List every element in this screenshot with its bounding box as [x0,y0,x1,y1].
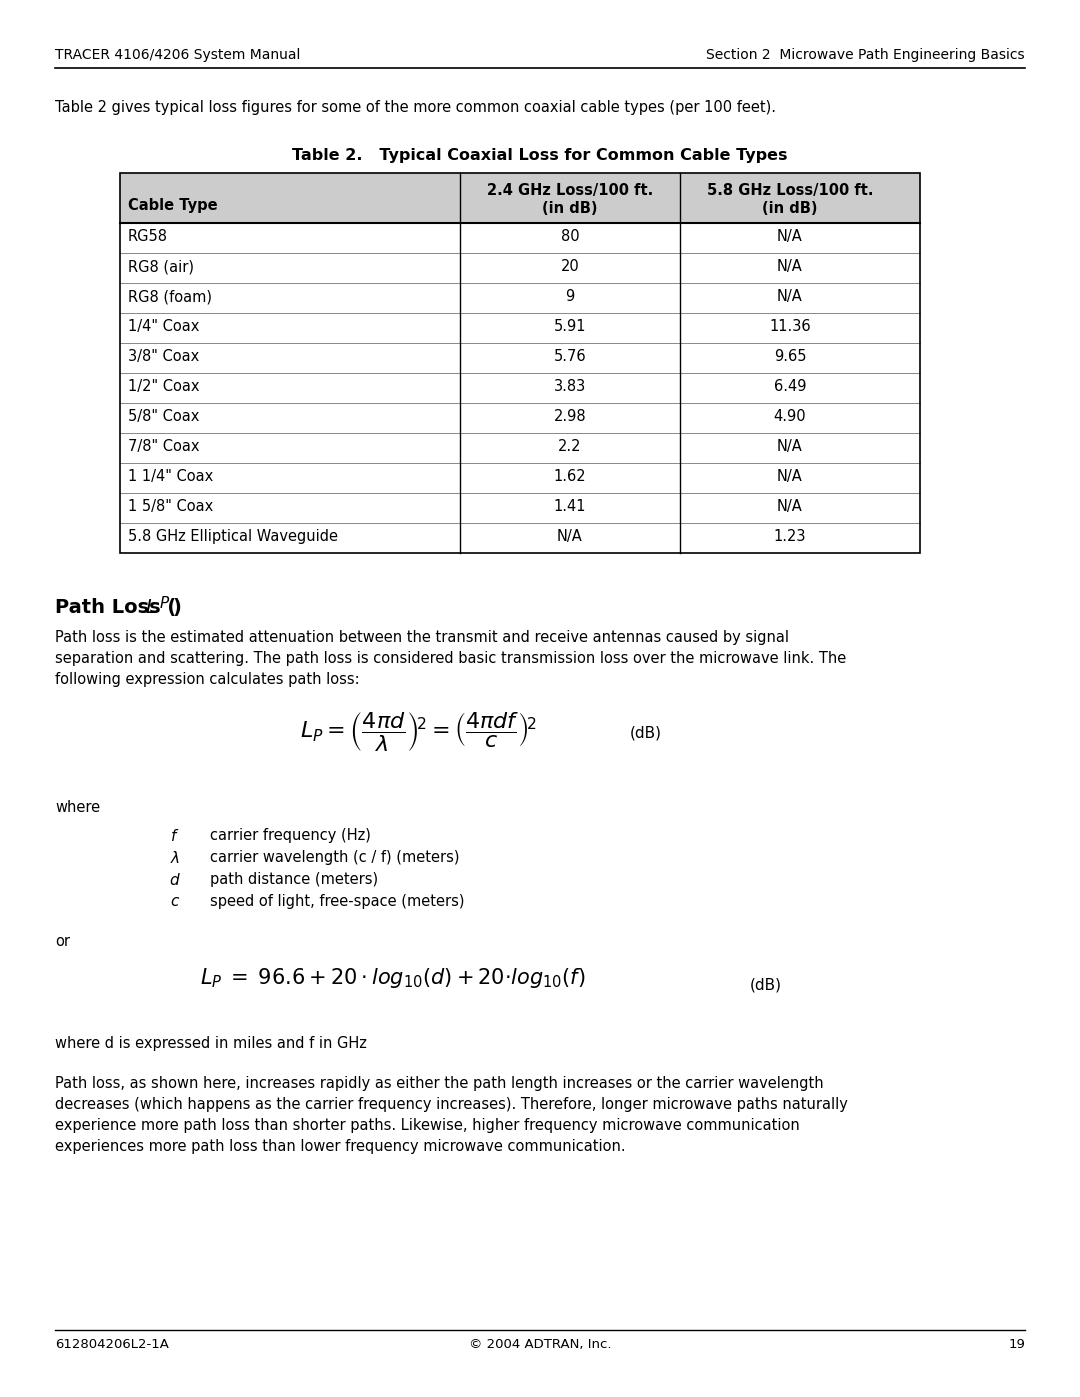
Text: where d is expressed in miles and f in GHz: where d is expressed in miles and f in G… [55,1037,367,1051]
Text: 20: 20 [561,258,579,274]
Text: carrier frequency (Hz): carrier frequency (Hz) [210,828,370,842]
Text: or: or [55,935,70,949]
Text: 1.23: 1.23 [773,529,807,543]
Text: $L_P = \left(\dfrac{4\pi d}{\lambda}\right)^{\!2} = \left(\dfrac{4\pi df}{c}\rig: $L_P = \left(\dfrac{4\pi d}{\lambda}\rig… [300,710,537,753]
Text: 5.91: 5.91 [554,319,586,334]
Text: carrier wavelength (c / f) (meters): carrier wavelength (c / f) (meters) [210,849,459,865]
Text: N/A: N/A [778,258,802,274]
Text: 2.98: 2.98 [554,409,586,425]
Text: © 2004 ADTRAN, Inc.: © 2004 ADTRAN, Inc. [469,1338,611,1351]
Text: RG58: RG58 [129,229,168,244]
Text: N/A: N/A [778,439,802,454]
Text: ): ) [172,598,180,617]
Text: 1/2" Coax: 1/2" Coax [129,379,200,394]
Text: 5.8 GHz Elliptical Waveguide: 5.8 GHz Elliptical Waveguide [129,529,338,543]
Text: RG8 (foam): RG8 (foam) [129,289,212,305]
Text: $\mathit{\lambda}$: $\mathit{\lambda}$ [170,849,180,866]
Text: 1/4" Coax: 1/4" Coax [129,319,200,334]
Text: Section 2  Microwave Path Engineering Basics: Section 2 Microwave Path Engineering Bas… [706,47,1025,61]
Text: Table 2.   Typical Coaxial Loss for Common Cable Types: Table 2. Typical Coaxial Loss for Common… [293,148,787,163]
Text: N/A: N/A [557,529,583,543]
Text: N/A: N/A [778,469,802,483]
Text: Table 2 gives typical loss figures for some of the more common coaxial cable typ: Table 2 gives typical loss figures for s… [55,101,777,115]
Text: 5.76: 5.76 [554,349,586,365]
Text: 9.65: 9.65 [773,349,807,365]
Text: 2.4 GHz Loss/100 ft.: 2.4 GHz Loss/100 ft. [487,183,653,198]
Text: 3/8" Coax: 3/8" Coax [129,349,199,365]
Text: N/A: N/A [778,499,802,514]
Text: N/A: N/A [778,289,802,305]
Text: $\mathit{d}$: $\mathit{d}$ [170,872,180,888]
Text: speed of light, free-space (meters): speed of light, free-space (meters) [210,894,464,909]
Bar [120,173,920,553]
Text: 9: 9 [565,289,575,305]
Text: path distance (meters): path distance (meters) [210,872,378,887]
Text: 5.8 GHz Loss/100 ft.: 5.8 GHz Loss/100 ft. [706,183,874,198]
Text: 5/8" Coax: 5/8" Coax [129,409,200,425]
Text: 7/8" Coax: 7/8" Coax [129,439,200,454]
Text: $\mathit{f}$: $\mathit{f}$ [171,828,179,844]
Bar [120,173,920,224]
Text: RG8 (air): RG8 (air) [129,258,194,274]
Text: 1.62: 1.62 [554,469,586,483]
Text: 4.90: 4.90 [773,409,807,425]
Text: 2.2: 2.2 [558,439,582,454]
Text: (in dB): (in dB) [762,201,818,217]
Text: where: where [55,800,100,814]
Text: $\mathbf{\mathit{P}}$: $\mathbf{\mathit{P}}$ [159,595,171,610]
Text: 1 5/8" Coax: 1 5/8" Coax [129,499,213,514]
Text: Path loss is the estimated attenuation between the transmit and receive antennas: Path loss is the estimated attenuation b… [55,630,847,687]
Text: TRACER 4106/4206 System Manual: TRACER 4106/4206 System Manual [55,47,300,61]
Text: 612804206L2-1A: 612804206L2-1A [55,1338,168,1351]
Text: Cable Type: Cable Type [129,198,218,212]
Text: $\mathit{c}$: $\mathit{c}$ [170,894,180,909]
Text: Path Loss (: Path Loss ( [55,598,176,617]
Text: (in dB): (in dB) [542,201,597,217]
Text: 1.41: 1.41 [554,499,586,514]
Text: 1 1/4" Coax: 1 1/4" Coax [129,469,213,483]
Text: 80: 80 [561,229,579,244]
Text: 3.83: 3.83 [554,379,586,394]
Text: 19: 19 [1008,1338,1025,1351]
Text: Path loss, as shown here, increases rapidly as either the path length increases : Path loss, as shown here, increases rapi… [55,1076,848,1154]
Text: 11.36: 11.36 [769,319,811,334]
Text: N/A: N/A [778,229,802,244]
Text: $\mathbf{\mathit{L}}$: $\mathbf{\mathit{L}}$ [145,598,157,617]
Text: $L_P \; = \; 96.6 + 20 \cdot log_{10}(d) + 20{\cdot}log_{10}(f)$: $L_P \; = \; 96.6 + 20 \cdot log_{10}(d)… [200,965,585,990]
Text: (dB): (dB) [630,725,662,740]
Text: 6.49: 6.49 [773,379,807,394]
Text: (dB): (dB) [750,978,782,993]
